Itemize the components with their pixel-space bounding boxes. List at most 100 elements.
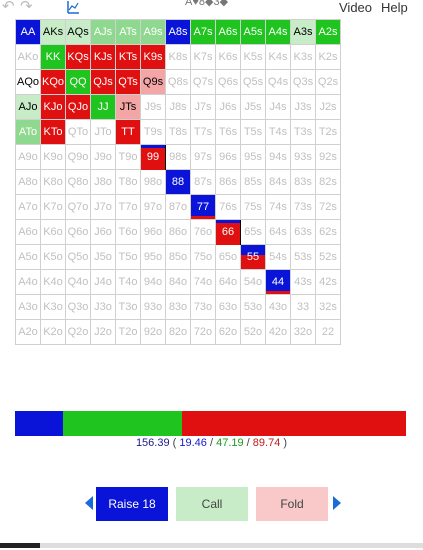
hand-cell[interactable]: A8s: [165, 19, 191, 45]
hand-cell[interactable]: 98o: [140, 169, 166, 195]
hand-cell[interactable]: T2o: [115, 319, 141, 345]
hand-cell[interactable]: QQ: [65, 69, 91, 95]
hand-cell[interactable]: K7o: [40, 194, 66, 220]
hand-cell[interactable]: JJ: [90, 94, 116, 120]
hand-cell[interactable]: A9o: [15, 144, 41, 170]
hand-cell[interactable]: 65s: [240, 219, 266, 245]
hand-cell[interactable]: 94o: [140, 269, 166, 295]
hand-cell[interactable]: J7o: [90, 194, 116, 220]
hand-cell[interactable]: 82s: [315, 169, 341, 195]
hand-cell[interactable]: QTo: [65, 119, 91, 145]
hand-cell[interactable]: J6s: [215, 94, 241, 120]
hand-cell[interactable]: 63s: [290, 219, 316, 245]
hand-cell[interactable]: 95s: [240, 144, 266, 170]
hand-cell[interactable]: Q3s: [290, 69, 316, 95]
hand-cell[interactable]: J4o: [90, 269, 116, 295]
hand-cell[interactable]: 84o: [165, 269, 191, 295]
hand-cell[interactable]: 83o: [165, 294, 191, 320]
hand-cell[interactable]: AQo: [15, 69, 41, 95]
hand-cell[interactable]: Q2s: [315, 69, 341, 95]
hand-cell[interactable]: A9s: [140, 19, 166, 45]
hand-cell[interactable]: A4o: [15, 269, 41, 295]
hand-cell[interactable]: KTo: [40, 119, 66, 145]
hand-cell[interactable]: A2o: [15, 319, 41, 345]
hand-cell[interactable]: 43o: [265, 294, 291, 320]
hand-cell[interactable]: A3o: [15, 294, 41, 320]
hand-cell[interactable]: KJo: [40, 94, 66, 120]
hand-cell[interactable]: 64s: [265, 219, 291, 245]
hand-cell[interactable]: Q5o: [65, 244, 91, 270]
hand-cell[interactable]: J9o: [90, 144, 116, 170]
chart-icon[interactable]: [66, 0, 80, 14]
hand-cell[interactable]: T9s: [140, 119, 166, 145]
hand-cell[interactable]: Q8o: [65, 169, 91, 195]
back-arrow-icon[interactable]: ↶: [2, 0, 15, 15]
hand-cell[interactable]: J3s: [290, 94, 316, 120]
hand-cell[interactable]: A2s: [315, 19, 341, 45]
hand-cell[interactable]: 63o: [215, 294, 241, 320]
hand-cell[interactable]: QTs: [115, 69, 141, 95]
hand-cell[interactable]: T7o: [115, 194, 141, 220]
hand-cell[interactable]: K4o: [40, 269, 66, 295]
hand-cell[interactable]: 85s: [240, 169, 266, 195]
hand-cell[interactable]: 62o: [215, 319, 241, 345]
hand-cell[interactable]: KTs: [115, 44, 141, 70]
hand-cell[interactable]: Q5s: [240, 69, 266, 95]
hand-cell[interactable]: T4o: [115, 269, 141, 295]
hand-cell[interactable]: 88: [165, 169, 191, 195]
hand-cell[interactable]: Q4o: [65, 269, 91, 295]
hand-cell[interactable]: 87o: [165, 194, 191, 220]
hand-cell[interactable]: K9s: [140, 44, 166, 70]
hand-cell[interactable]: AQs: [65, 19, 91, 45]
hand-cell[interactable]: A7s: [190, 19, 216, 45]
hand-cell[interactable]: 86s: [215, 169, 241, 195]
hand-cell[interactable]: 98s: [165, 144, 191, 170]
hand-cell[interactable]: A5s: [240, 19, 266, 45]
next-action-icon[interactable]: [333, 496, 341, 510]
hand-cell[interactable]: ATs: [115, 19, 141, 45]
hand-cell[interactable]: 53s: [290, 244, 316, 270]
hand-cell[interactable]: AKs: [40, 19, 66, 45]
hand-cell[interactable]: 76o: [190, 219, 216, 245]
video-link[interactable]: Video: [339, 0, 373, 15]
hand-cell[interactable]: 33: [290, 294, 316, 320]
hand-cell[interactable]: K9o: [40, 144, 66, 170]
hand-cell[interactable]: QJs: [90, 69, 116, 95]
hand-cell[interactable]: 73s: [290, 194, 316, 220]
hand-cell[interactable]: A6s: [215, 19, 241, 45]
hand-cell[interactable]: T3o: [115, 294, 141, 320]
hand-cell[interactable]: 96s: [215, 144, 241, 170]
hand-cell[interactable]: A6o: [15, 219, 41, 245]
hand-cell[interactable]: 93o: [140, 294, 166, 320]
hand-cell[interactable]: 92s: [315, 144, 341, 170]
hand-cell[interactable]: T8o: [115, 169, 141, 195]
hand-cell[interactable]: 32s: [315, 294, 341, 320]
hand-cell[interactable]: AA: [15, 19, 41, 45]
hand-cell[interactable]: TT: [115, 119, 141, 145]
hand-cell[interactable]: Q3o: [65, 294, 91, 320]
hand-cell[interactable]: T4s: [265, 119, 291, 145]
hand-cell[interactable]: T7s: [190, 119, 216, 145]
hand-cell[interactable]: 44: [265, 269, 291, 295]
hand-cell[interactable]: 64o: [215, 269, 241, 295]
hand-cell[interactable]: Q6o: [65, 219, 91, 245]
hand-cell[interactable]: K7s: [190, 44, 216, 70]
hand-cell[interactable]: 43s: [290, 269, 316, 295]
hand-cell[interactable]: T8s: [165, 119, 191, 145]
hand-cell[interactable]: Q7s: [190, 69, 216, 95]
hand-cell[interactable]: 65o: [215, 244, 241, 270]
hand-cell[interactable]: J2o: [90, 319, 116, 345]
hand-cell[interactable]: T6o: [115, 219, 141, 245]
hand-cell[interactable]: T5s: [240, 119, 266, 145]
hand-cell[interactable]: T2s: [315, 119, 341, 145]
hand-cell[interactable]: 72o: [190, 319, 216, 345]
hand-cell[interactable]: 76s: [215, 194, 241, 220]
hand-cell[interactable]: T6s: [215, 119, 241, 145]
hand-cell[interactable]: 75s: [240, 194, 266, 220]
hand-cell[interactable]: J5o: [90, 244, 116, 270]
forward-arrow-icon[interactable]: ↷: [20, 0, 33, 15]
raise-button[interactable]: Raise 18: [96, 487, 168, 521]
hand-cell[interactable]: 75o: [190, 244, 216, 270]
hand-cell[interactable]: 54o: [240, 269, 266, 295]
hand-cell[interactable]: AKo: [15, 44, 41, 70]
